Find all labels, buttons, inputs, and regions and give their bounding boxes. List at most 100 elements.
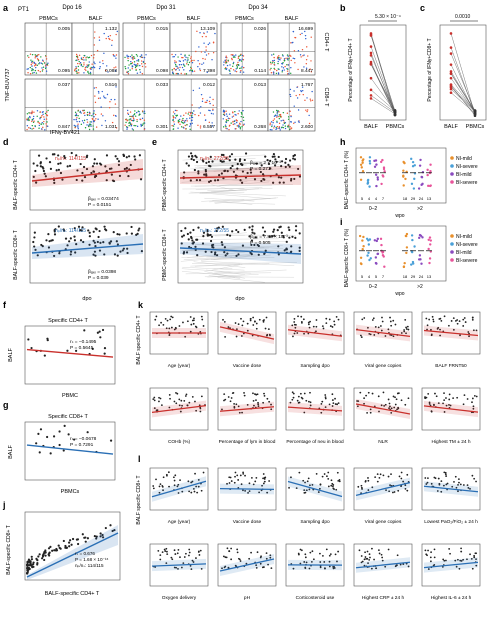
event-dot: [41, 117, 42, 118]
event-dot: [178, 120, 179, 121]
event-dot: [115, 103, 116, 104]
data-point: [380, 238, 382, 240]
event-dot: [28, 127, 29, 128]
event-dot: [203, 42, 204, 43]
event-dot: [97, 119, 98, 120]
event-dot: [46, 71, 47, 72]
event-dot: [82, 110, 83, 111]
data-point: [410, 263, 412, 265]
y-axis-label: BALF-specific CD4+ T (%): [344, 150, 350, 209]
data-point: [308, 323, 310, 325]
data-point: [367, 480, 369, 482]
event-dot: [89, 115, 90, 116]
data-point: [230, 400, 232, 402]
event-dot: [238, 55, 239, 56]
event-dot: [192, 71, 193, 72]
event-dot: [94, 63, 95, 64]
event-dot: [44, 119, 45, 120]
event-dot: [77, 57, 78, 58]
data-point: [420, 263, 422, 265]
x-axis-label: IFNγ-BV421: [50, 130, 80, 136]
event-dot: [125, 122, 126, 123]
patient-label: PT1: [18, 7, 30, 13]
event-dot: [93, 110, 94, 111]
data-point: [254, 321, 256, 323]
event-dot: [284, 69, 285, 70]
event-dot: [211, 122, 212, 123]
data-point: [68, 545, 70, 547]
event-dot: [139, 114, 140, 115]
event-dot: [98, 98, 99, 99]
event-dot: [234, 111, 235, 112]
event-dot: [93, 121, 94, 122]
data-point: [360, 156, 362, 158]
event-dot: [109, 107, 110, 108]
event-dot: [203, 33, 204, 34]
event-dot: [241, 66, 242, 67]
event-dot: [226, 116, 227, 117]
event-dot: [89, 129, 90, 130]
event-dot: [111, 45, 112, 46]
data-point: [166, 551, 168, 553]
event-dot: [287, 58, 288, 59]
data-point: [207, 235, 209, 237]
data-point: [311, 550, 313, 552]
event-dot: [79, 121, 80, 122]
data-point: [475, 481, 477, 483]
data-point: [64, 425, 66, 427]
data-point: [224, 321, 226, 323]
event-dot: [227, 65, 228, 66]
event-dot: [135, 67, 136, 68]
data-point: [293, 393, 295, 395]
balf-point: [450, 32, 453, 35]
event-dot: [213, 52, 214, 53]
data-point: [395, 404, 397, 406]
event-dot: [144, 57, 145, 58]
event-dot: [172, 56, 173, 57]
data-point: [128, 155, 130, 157]
data-point: [174, 480, 176, 482]
data-point: [233, 403, 235, 405]
data-point: [229, 235, 231, 237]
x-axis-label: Viral gene copies: [365, 519, 402, 525]
data-point: [211, 236, 213, 238]
event-dot: [283, 112, 284, 113]
data-point: [419, 164, 421, 166]
data-point: [464, 317, 466, 319]
event-dot: [35, 64, 36, 65]
data-point: [389, 403, 391, 405]
data-point: [359, 549, 361, 551]
event-dot: [181, 64, 182, 65]
data-point: [361, 239, 363, 241]
data-point: [294, 237, 296, 239]
event-dot: [86, 119, 87, 120]
stat-text: P = 0.271: [250, 166, 271, 172]
data-point: [180, 230, 182, 232]
event-dot: [275, 115, 276, 116]
x-axis-label: Vaccine dose: [233, 519, 262, 525]
pbmc-point: [474, 110, 477, 113]
data-point: [287, 164, 289, 166]
data-point: [331, 393, 333, 395]
event-dot: [275, 127, 276, 128]
event-dot: [76, 117, 77, 118]
data-point: [256, 328, 258, 330]
data-point: [161, 404, 163, 406]
data-point: [369, 156, 371, 158]
event-dot: [289, 94, 290, 95]
event-dot: [311, 91, 312, 92]
data-point: [39, 553, 41, 555]
data-point: [375, 262, 377, 264]
event-dot: [309, 123, 310, 124]
event-dot: [284, 58, 285, 59]
data-point: [388, 476, 390, 478]
data-point: [328, 486, 330, 488]
event-dot: [42, 127, 43, 128]
data-point: [234, 482, 236, 484]
event-dot: [94, 31, 95, 32]
event-dot: [89, 57, 90, 58]
event-dot: [226, 62, 227, 63]
event-dot: [305, 35, 306, 36]
data-point: [35, 442, 37, 444]
event-dot: [130, 111, 131, 112]
